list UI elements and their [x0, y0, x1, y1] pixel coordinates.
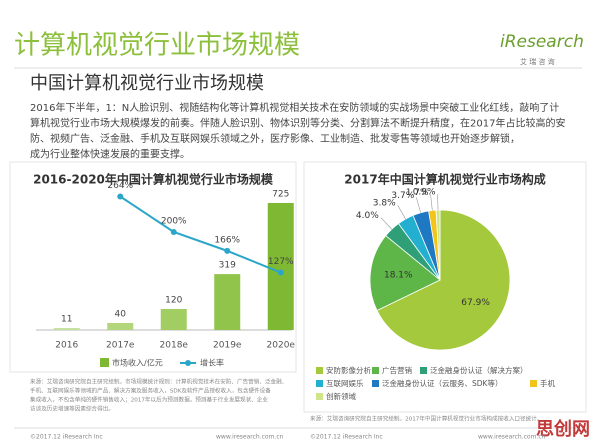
legend-label: 泛金融身份认证（云服务、SDK等） — [382, 378, 502, 388]
growth-label: 200% — [161, 217, 187, 227]
pie-slice — [435, 209, 441, 281]
bar-value-label: 40 — [115, 309, 127, 319]
watermark: 思创网 — [536, 418, 590, 440]
logo: iResearch — [500, 32, 584, 52]
bar — [53, 328, 80, 330]
bar-value-label: 319 — [219, 261, 236, 271]
slice-label: 18.1% — [384, 271, 413, 281]
slice-label: 67.9% — [461, 298, 490, 308]
pie-slice — [376, 209, 511, 351]
legend-label: 广告营销 — [382, 365, 412, 375]
bar-value-label: 725 — [272, 190, 289, 200]
chart-title: 2016-2020年中国计算机视觉行业市场规模 — [33, 172, 274, 187]
source-note: 集成收入，不包含单纯的硬件销售收入；2017年以后为预测数据，预测基于行业发展现… — [30, 396, 268, 404]
legend-label: 泛金融身份认证（解决方案） — [430, 365, 528, 375]
legend-label: 创新领域 — [326, 391, 356, 401]
paragraph-line: 防、视频广告、泛金融、手机及互联网娱乐领域之外，医疗影像、工业制造、批发零售等领… — [30, 132, 520, 145]
legend-label: 安防影像分析 — [326, 365, 371, 375]
copyright: ©2017.12 iResearch Inc — [310, 434, 383, 441]
legend-swatch — [420, 367, 427, 374]
growth-point — [170, 229, 177, 235]
copyright: ©2017.12 iResearch Inc — [30, 434, 103, 441]
legend-swatch — [316, 393, 323, 400]
growth-label: 264% — [107, 181, 133, 191]
growth-label: 127% — [268, 257, 294, 267]
x-tick-label: 2017e — [106, 341, 135, 351]
source-note: 来源：艾瑞咨询研究院自主研究绘制。2017年中国计算机视觉行业市场构成按收入口径… — [310, 415, 542, 423]
paragraph-line: 算机视觉行业市场大规模爆发的前奏。伴随人脸识别、物体识别等分类、分割算法不断提升… — [30, 117, 565, 130]
page-title: 计算机视觉行业市场规模 — [14, 31, 300, 61]
leader-line — [380, 217, 393, 230]
legend-marker — [185, 360, 191, 366]
slice-label: 1.7% — [406, 188, 429, 198]
legend-label: 市场收入/亿元 — [112, 358, 163, 368]
growth-point — [224, 247, 231, 254]
leader-line — [430, 194, 433, 211]
right-panel — [303, 161, 587, 413]
legend-swatch — [530, 380, 537, 387]
subtitle: 中国计算机视觉行业市场规模 — [30, 73, 264, 94]
legend-label: 手机 — [540, 378, 555, 388]
bar-value-label: 11 — [61, 315, 72, 325]
url: www.iresearch.com.cn — [216, 434, 284, 441]
slice-label: 3.8% — [373, 199, 396, 209]
slice-label: 4.0% — [356, 211, 379, 221]
x-tick-label: 2018e — [160, 341, 189, 351]
x-tick-label: 2019e — [213, 341, 242, 351]
slice-label: 3.7% — [391, 191, 414, 201]
legend-swatch — [316, 380, 323, 387]
chart-title: 2017年中国计算机视觉行业市场构成 — [344, 172, 545, 187]
bar — [267, 203, 294, 330]
bar-value-label: 120 — [165, 295, 182, 305]
left-panel — [9, 161, 297, 373]
slice-label: 0.9% — [413, 188, 436, 198]
x-tick-label: 2020e — [267, 341, 296, 351]
paragraph-line: 2016年下半年，1：N人脸识别、视随结构化等计算机视觉相关技术在安防领域的实战… — [30, 101, 559, 114]
leader-line — [397, 204, 406, 220]
paragraph-line: 成为行业整体快速发展的重要支撑。 — [30, 148, 190, 161]
url: www.iresearch.com.cn — [478, 434, 546, 441]
logo-sub: 艾 瑞 咨 询 — [520, 57, 555, 66]
source-note: 来源：艾瑞咨询研究院自主研究绘制。市场规模统计规则：计算机视觉技术在安防、广告营… — [30, 378, 287, 386]
bar — [107, 322, 134, 330]
growth-line — [119, 195, 282, 274]
legend-label: 互联网娱乐 — [326, 378, 364, 388]
growth-point — [277, 269, 284, 276]
x-tick-label: 2016 — [55, 341, 78, 351]
legend-swatch — [316, 367, 323, 374]
legend-swatch — [372, 380, 379, 387]
growth-point — [117, 193, 124, 200]
legend-swatch — [100, 358, 109, 367]
bar — [160, 308, 187, 330]
pie-slice — [369, 235, 441, 312]
leader-line — [416, 197, 421, 213]
bar — [214, 274, 241, 330]
growth-label: 166% — [214, 235, 240, 245]
legend-swatch — [372, 367, 379, 374]
source-note: 访谈及历史增速等因素综合得出。 — [30, 405, 114, 413]
legend-label: 增长率 — [200, 358, 224, 368]
source-note: 手机、互联网娱乐等领域的产品、解决方案及服务收入，SDK及软件产品授权收入，包含… — [30, 387, 271, 395]
